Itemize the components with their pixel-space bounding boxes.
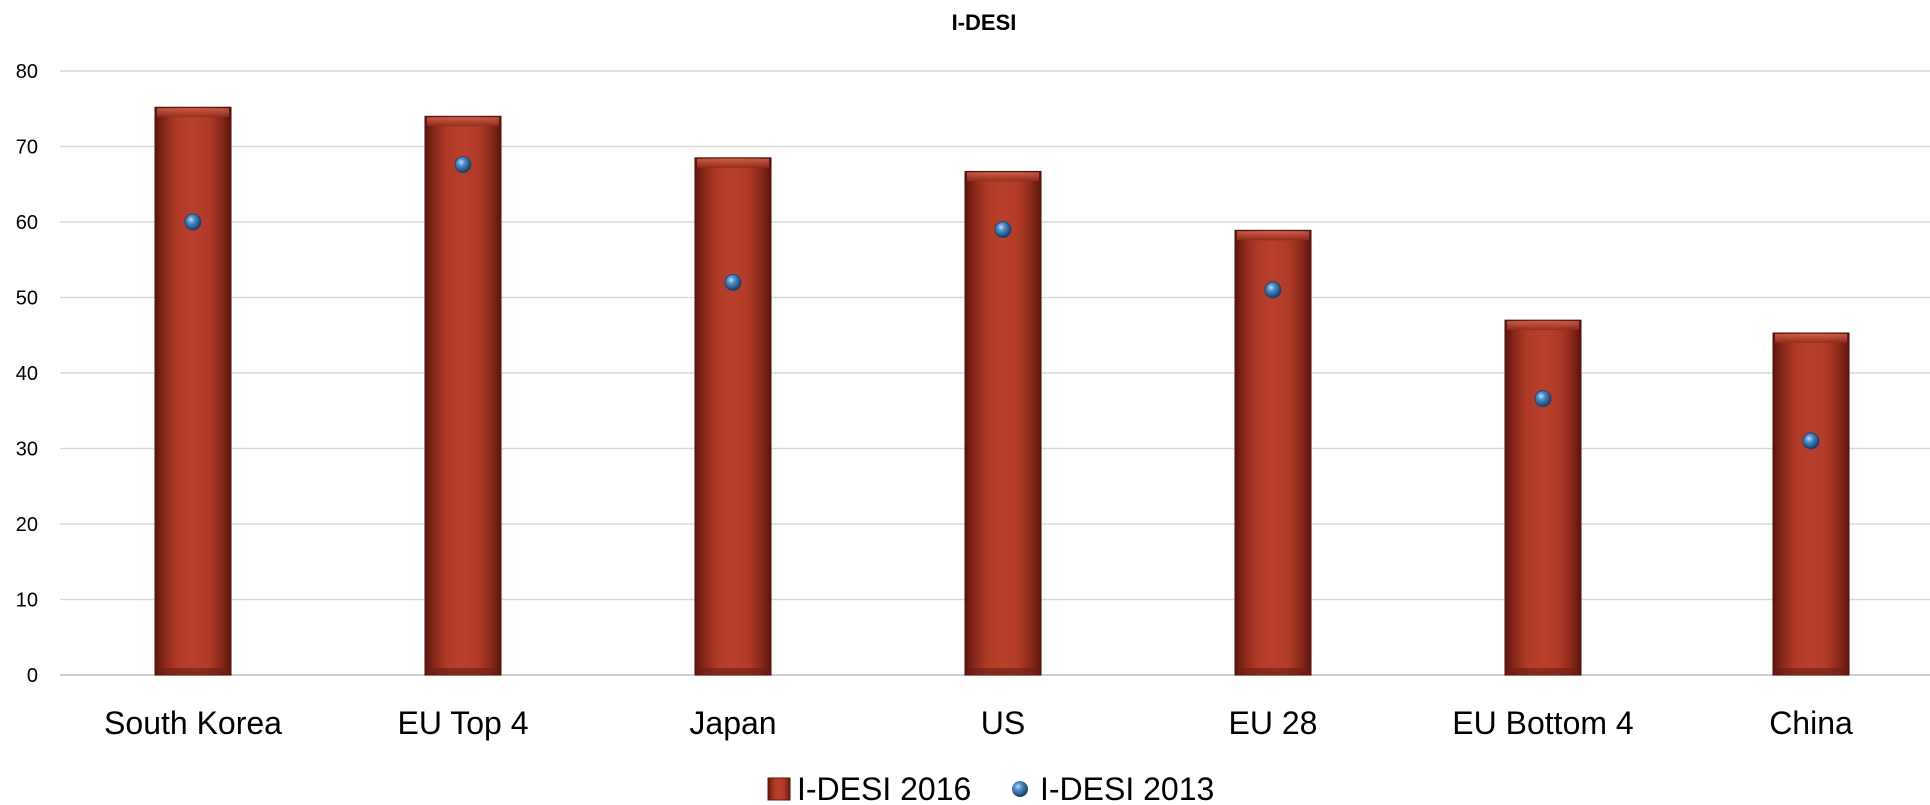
- y-axis: 0 10 20 30 40 50 60 70 80: [16, 61, 38, 687]
- bar-body: [1504, 319, 1582, 676]
- bar-base: [697, 668, 769, 674]
- bar-bevel: [1237, 231, 1309, 241]
- x-tick-label: US: [981, 705, 1025, 741]
- bar-body: [694, 157, 772, 676]
- bar-base: [1507, 668, 1579, 674]
- bar-body: [1234, 229, 1312, 676]
- y-tick-label: 70: [16, 137, 38, 159]
- marker-point: [994, 221, 1012, 238]
- bar-base: [967, 668, 1039, 674]
- bar: [964, 170, 1042, 676]
- x-tick-label: EU Top 4: [397, 705, 528, 741]
- legend[interactable]: I-DESI 2016 I-DESI 2013: [767, 771, 1214, 805]
- bar: [1234, 229, 1312, 676]
- legend-swatch-marker: [1012, 781, 1028, 797]
- bar-bevel: [697, 158, 769, 168]
- x-tick-label: China: [1769, 705, 1853, 741]
- markers: [184, 156, 1820, 450]
- y-tick-label: 60: [16, 212, 38, 234]
- legend-item-2013[interactable]: I-DESI 2013: [1012, 771, 1214, 805]
- bar: [694, 157, 772, 676]
- x-tick-label: EU Bottom 4: [1452, 705, 1633, 741]
- marker-point: [454, 156, 472, 174]
- legend-item-2016[interactable]: I-DESI 2016: [767, 771, 971, 805]
- bar: [424, 115, 502, 676]
- marker-point: [184, 213, 202, 231]
- bar-bevel: [967, 172, 1039, 182]
- bars: [154, 106, 1850, 676]
- x-tick-label: EU 28: [1229, 705, 1318, 741]
- bar-body: [964, 170, 1042, 676]
- bar-base: [157, 668, 229, 674]
- bar-bevel: [1775, 333, 1847, 343]
- marker-point: [1264, 281, 1282, 299]
- bar-body: [424, 115, 502, 676]
- y-tick-label: 40: [16, 363, 38, 385]
- y-tick-label: 20: [16, 514, 38, 536]
- bar-bevel: [157, 108, 229, 118]
- legend-label-2013: I-DESI 2013: [1040, 771, 1214, 805]
- y-tick-label: 30: [16, 439, 38, 461]
- legend-label-2016: I-DESI 2016: [797, 771, 971, 805]
- y-tick-label: 0: [27, 665, 38, 687]
- bar-base: [1775, 668, 1847, 674]
- legend-swatch-bar: [767, 777, 791, 801]
- bar-bevel: [1507, 321, 1579, 331]
- x-tick-label: Japan: [689, 705, 776, 741]
- bar-base: [1237, 668, 1309, 674]
- marker-point: [1534, 390, 1552, 408]
- y-tick-label: 10: [16, 590, 38, 612]
- bar: [1772, 332, 1850, 676]
- y-tick-label: 80: [16, 61, 38, 83]
- bar-body: [1772, 332, 1850, 676]
- x-tick-label: South Korea: [104, 705, 282, 741]
- x-axis: South Korea EU Top 4 Japan US EU 28 EU Bottom…: [104, 705, 1853, 741]
- bar: [1504, 319, 1582, 676]
- marker-point: [724, 273, 742, 291]
- bar-bevel: [427, 117, 499, 127]
- y-tick-label: 50: [16, 288, 38, 310]
- bar-base: [427, 668, 499, 674]
- marker-point: [1802, 432, 1820, 450]
- bar: [154, 106, 232, 676]
- chart-title: I-DESI: [952, 10, 1017, 35]
- bar-body: [154, 106, 232, 676]
